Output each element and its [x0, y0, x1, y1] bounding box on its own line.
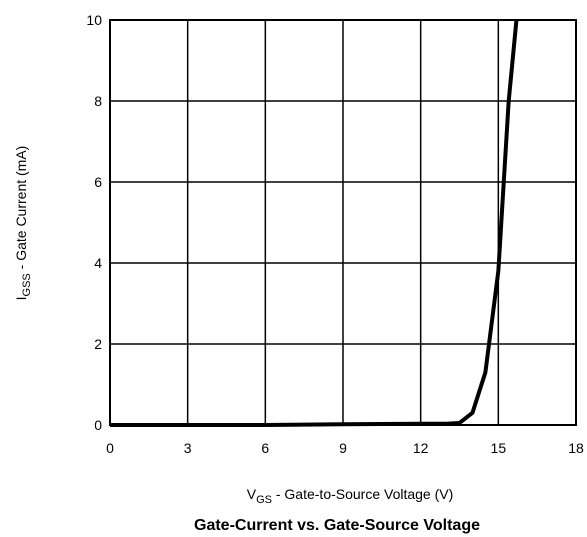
x-tick-label: 12 [413, 440, 429, 456]
y-tick-label: 4 [94, 255, 102, 271]
x-tick-label: 18 [568, 440, 584, 456]
series-line [110, 19, 519, 427]
chart-title: Gate-Current vs. Gate-Source Voltage [194, 517, 480, 534]
x-tick-label: 6 [261, 440, 269, 456]
y-tick-label: 10 [86, 12, 102, 28]
x-tick-label: 15 [491, 440, 507, 456]
y-tick-label: 8 [94, 93, 102, 109]
y-tick-labels: 0 2 4 6 8 10 [86, 12, 102, 433]
x-axis-label: VGS - Gate-to-Source Voltage (V) [247, 486, 454, 506]
x-tick-label: 9 [339, 440, 347, 456]
x-tick-label: 3 [184, 440, 192, 456]
series-layer [110, 19, 519, 427]
y-tick-label: 0 [94, 417, 102, 433]
y-axis-label: IGSS - Gate Current (mA) [13, 146, 33, 301]
x-tick-labels: 0 3 6 9 12 15 18 [106, 440, 584, 456]
grid-lines [109, 19, 577, 426]
y-tick-label: 6 [94, 174, 102, 190]
y-tick-label: 2 [94, 336, 102, 352]
x-tick-label: 0 [106, 440, 114, 456]
